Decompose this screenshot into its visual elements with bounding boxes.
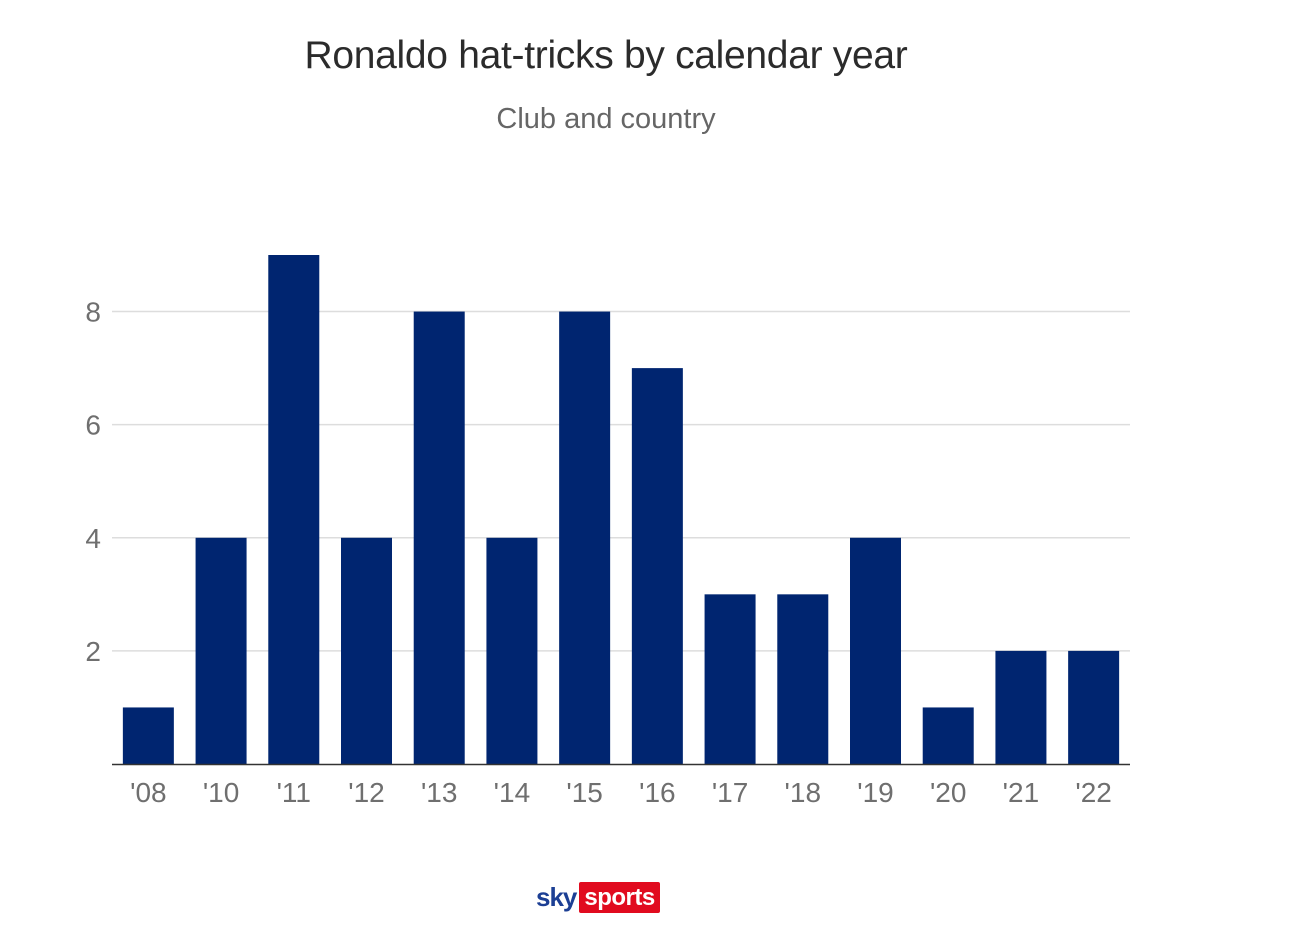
y-tick-label: 8 bbox=[85, 297, 101, 328]
y-axis-ticks: 2 4 6 8 bbox=[85, 297, 101, 667]
chart-title: Ronaldo hat-tricks by calendar year bbox=[304, 34, 908, 77]
bar bbox=[777, 594, 829, 764]
x-tick-label: '18 bbox=[785, 777, 822, 808]
x-tick-label: '20 bbox=[930, 777, 967, 808]
chart-subtitle: Club and country bbox=[496, 103, 716, 135]
x-tick-label: '22 bbox=[1075, 777, 1112, 808]
gridlines bbox=[112, 310, 1130, 652]
bar bbox=[268, 255, 320, 764]
bar bbox=[559, 311, 611, 764]
x-tick-label: '16 bbox=[639, 777, 676, 808]
bar bbox=[195, 537, 247, 764]
sky-sports-logo: sky sports bbox=[536, 882, 660, 913]
y-tick-label: 2 bbox=[85, 636, 101, 667]
x-tick-label: '17 bbox=[712, 777, 749, 808]
x-tick-label: '13 bbox=[421, 777, 458, 808]
y-tick-label: 6 bbox=[85, 410, 101, 441]
x-tick-label: '11 bbox=[277, 777, 311, 808]
x-tick-label: '19 bbox=[857, 777, 894, 808]
x-tick-label: '08 bbox=[130, 777, 167, 808]
x-tick-label: '14 bbox=[494, 777, 531, 808]
bar bbox=[122, 707, 174, 764]
bar bbox=[704, 594, 756, 764]
x-tick-label: '21 bbox=[1003, 777, 1040, 808]
bars bbox=[122, 255, 1120, 764]
bar bbox=[850, 537, 901, 764]
bar bbox=[922, 707, 974, 764]
bar bbox=[631, 368, 683, 764]
bar bbox=[1068, 650, 1120, 764]
bar bbox=[341, 537, 392, 764]
x-tick-label: '15 bbox=[566, 777, 603, 808]
logo-sports-text: sports bbox=[579, 882, 660, 913]
x-axis-ticks: '08 '10 '11 '12 '13 '14 '15 '16 '17 '18 '19 '20 '21 '… bbox=[130, 777, 1112, 808]
y-tick-label: 4 bbox=[85, 523, 101, 554]
x-tick-label: '10 bbox=[203, 777, 240, 808]
bar bbox=[995, 650, 1047, 764]
bar bbox=[486, 537, 538, 764]
bar bbox=[413, 311, 465, 764]
x-tick-label: '12 bbox=[348, 777, 385, 808]
logo-sky-text: sky bbox=[536, 882, 577, 912]
